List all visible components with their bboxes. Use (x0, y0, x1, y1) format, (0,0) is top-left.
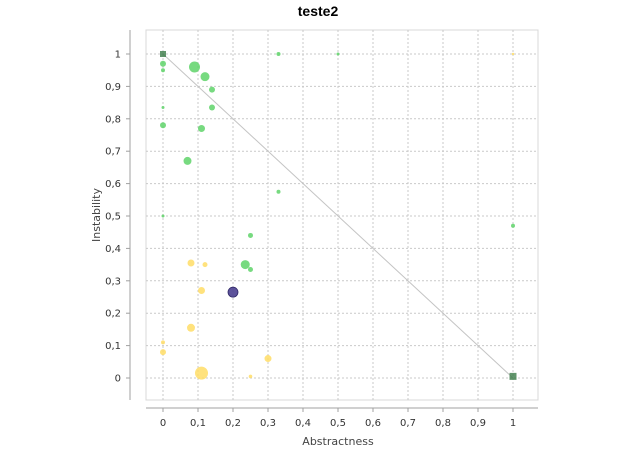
x-axis-ticks: 0 0,1 0,2 0,3 0,4 0,5 0,6 0,7 0,8 0,9 1 (160, 408, 516, 429)
y-tick-label: 0,4 (105, 244, 121, 255)
x-axis-label: Abstractness (302, 435, 374, 448)
data-points (160, 51, 517, 380)
y-tick-label: 0 (115, 374, 121, 385)
grid (146, 30, 538, 400)
data-point (200, 72, 210, 82)
data-point (187, 259, 195, 267)
y-tick-label: 0,3 (105, 276, 121, 287)
y-tick-label: 0,2 (105, 309, 121, 320)
x-tick-label: 0,4 (295, 418, 311, 429)
data-point (264, 355, 272, 363)
data-point (209, 86, 215, 93)
data-point (161, 340, 165, 345)
x-tick-label: 0,6 (365, 418, 381, 429)
data-point (160, 51, 166, 57)
chart-title: teste2 (298, 3, 339, 19)
y-axis-ticks: 0 0,1 0,2 0,3 0,4 0,5 0,6 0,7 0,8 0,9 1 (105, 50, 130, 385)
y-tick-label: 0,6 (105, 179, 121, 190)
x-tick-label: 0,9 (470, 418, 486, 429)
data-point (189, 61, 200, 73)
x-tick-label: 0,8 (435, 418, 451, 429)
data-point (248, 232, 253, 238)
x-tick-label: 0,1 (190, 418, 206, 429)
data-point (248, 374, 253, 379)
y-tick-label: 0,8 (105, 114, 121, 125)
data-point (160, 122, 166, 129)
x-tick-label: 0,5 (330, 418, 346, 429)
x-tick-label: 0,2 (225, 418, 241, 429)
data-point (511, 52, 515, 56)
main-sequence-line (162, 53, 514, 379)
data-point (183, 156, 192, 165)
data-point (509, 372, 517, 380)
data-point (161, 105, 165, 109)
x-tick-label: 0,7 (400, 418, 416, 429)
data-point (195, 366, 208, 380)
data-point (161, 214, 165, 218)
data-point (198, 287, 205, 295)
data-point (227, 286, 239, 298)
y-tick-label: 1 (115, 50, 121, 61)
x-tick-label: 0,3 (260, 418, 276, 429)
plot-area (145, 29, 539, 401)
data-point (276, 52, 281, 56)
data-point (276, 189, 281, 194)
x-tick-label: 1 (510, 418, 516, 429)
y-tick-label: 0,1 (105, 341, 121, 352)
data-point (187, 323, 195, 332)
data-point (511, 223, 515, 228)
data-point (198, 125, 205, 133)
data-point (209, 104, 215, 111)
y-tick-label: 0,7 (105, 147, 121, 158)
data-point (160, 349, 166, 356)
data-point (336, 52, 340, 56)
x-tick-label: 0 (160, 418, 166, 429)
data-point (160, 60, 166, 67)
data-point (248, 266, 253, 272)
y-tick-label: 0,9 (105, 82, 121, 93)
data-point (161, 68, 165, 73)
data-point (202, 262, 208, 268)
y-axis-label: Instability (90, 188, 103, 242)
y-tick-label: 0,5 (105, 212, 121, 223)
data-point (240, 260, 250, 270)
